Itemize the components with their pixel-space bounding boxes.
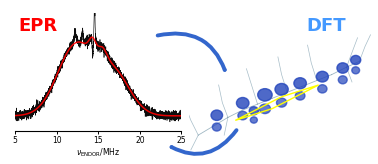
Ellipse shape: [212, 123, 221, 131]
FancyArrowPatch shape: [158, 33, 225, 70]
Ellipse shape: [316, 71, 328, 82]
Text: EPR: EPR: [19, 17, 57, 35]
Ellipse shape: [277, 98, 287, 107]
Ellipse shape: [237, 97, 249, 109]
Ellipse shape: [338, 76, 347, 84]
Ellipse shape: [238, 111, 248, 120]
Ellipse shape: [337, 63, 349, 73]
Ellipse shape: [295, 92, 305, 100]
Text: DFT: DFT: [307, 17, 346, 35]
Ellipse shape: [259, 104, 271, 114]
Ellipse shape: [294, 78, 307, 89]
FancyArrowPatch shape: [172, 130, 237, 154]
X-axis label: $\nu_\mathregular{ENDOR}$/MHz: $\nu_\mathregular{ENDOR}$/MHz: [76, 146, 121, 159]
Ellipse shape: [250, 117, 257, 123]
Ellipse shape: [318, 85, 327, 93]
Ellipse shape: [275, 83, 288, 95]
Ellipse shape: [249, 107, 259, 115]
Ellipse shape: [352, 67, 359, 74]
Ellipse shape: [211, 110, 223, 120]
Ellipse shape: [351, 55, 361, 64]
Ellipse shape: [258, 89, 272, 101]
